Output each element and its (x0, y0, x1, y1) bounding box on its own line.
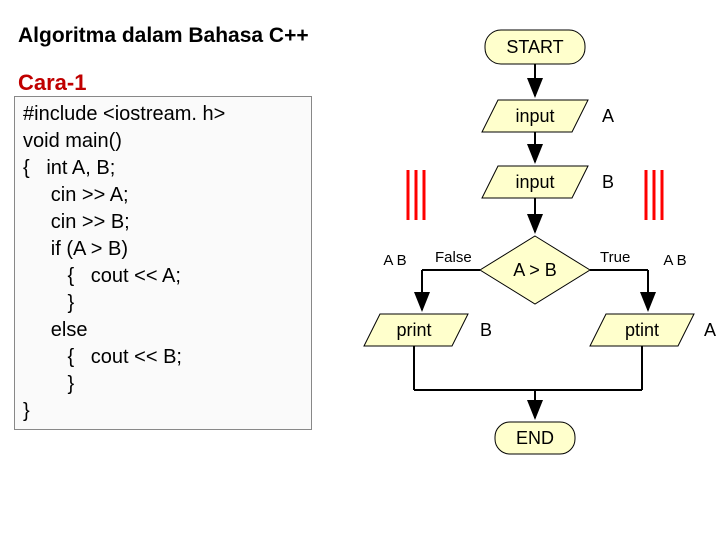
start-label: START (506, 37, 563, 57)
code-line: { cout << A; (23, 263, 303, 290)
label-a: A (602, 106, 614, 126)
true-label: True (600, 249, 630, 266)
code-line: { int A, B; (23, 155, 303, 182)
print-label: print (396, 320, 431, 340)
ptint-label: ptint (625, 320, 659, 340)
label-b: B (602, 172, 614, 192)
code-line: void main() (23, 128, 303, 155)
false-label: False (435, 249, 472, 266)
code-line: cin >> B; (23, 209, 303, 236)
code-line: } (23, 398, 303, 425)
code-line: if (A > B) (23, 236, 303, 263)
code-line: #include <iostream. h> (23, 101, 303, 128)
code-block: #include <iostream. h> void main() { int… (14, 96, 312, 430)
print-b-var: B (480, 320, 492, 340)
input-b-label: input (515, 172, 554, 192)
input-a-label: input (515, 106, 554, 126)
page-title: Algoritma dalam Bahasa C++ (18, 24, 309, 48)
left-ab: A B (383, 252, 406, 269)
right-ab: A B (663, 252, 686, 269)
code-line: } (23, 290, 303, 317)
code-line: } (23, 371, 303, 398)
code-line: cin >> A; (23, 182, 303, 209)
flowchart: START input A input B A > B False True A… (300, 10, 720, 530)
code-line: else (23, 317, 303, 344)
decision-label: A > B (513, 260, 557, 280)
end-label: END (516, 428, 554, 448)
code-line: { cout << B; (23, 344, 303, 371)
subtitle: Cara-1 (18, 70, 86, 96)
print-a-var: A (704, 320, 716, 340)
